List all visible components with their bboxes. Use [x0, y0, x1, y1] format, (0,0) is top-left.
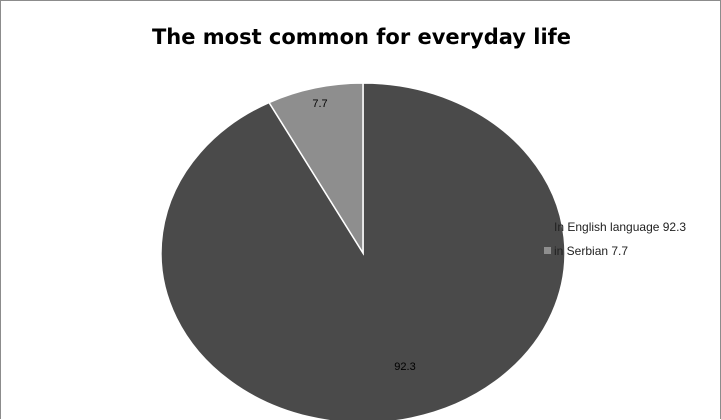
legend-item-1: In English language 92.3 — [544, 220, 686, 234]
legend-label-2: in Serbian 7.7 — [554, 244, 628, 258]
chart-title: The most common for everyday life — [151, 25, 572, 49]
data-label-2: 7.7 — [312, 98, 327, 110]
legend-item-2: in Serbian 7.7 — [544, 244, 628, 258]
data-label-1: 92.3 — [394, 361, 415, 373]
legend-swatch-1 — [544, 223, 551, 230]
pie-slice-2 — [267, 82, 364, 256]
legend-label-1: In English language 92.3 — [554, 220, 686, 234]
legend-swatch-2 — [544, 247, 551, 254]
